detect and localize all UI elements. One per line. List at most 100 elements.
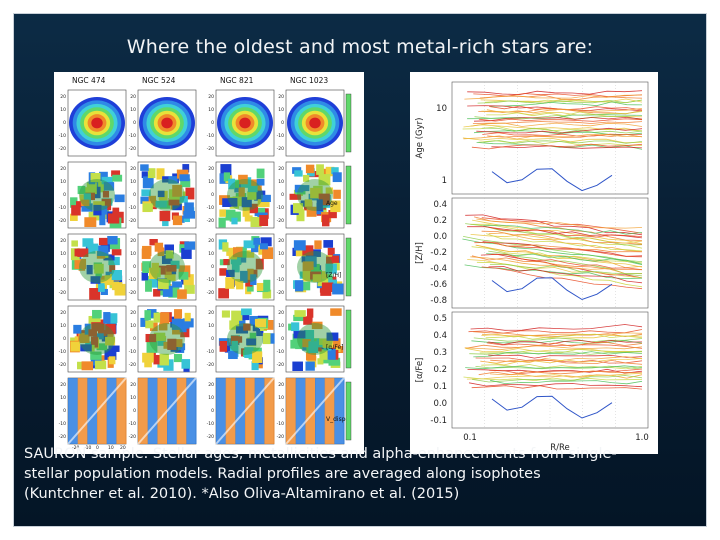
- map-y-tick-label: -20: [59, 218, 66, 224]
- map-y-tick-label: -10: [59, 277, 66, 283]
- profile-curve-young: [491, 395, 613, 419]
- map-y-tick-label: 20: [130, 166, 136, 172]
- map-panel: [285, 305, 345, 373]
- profile-curve: [477, 99, 643, 104]
- profile-panel: [451, 81, 649, 195]
- map-y-tick-label: 10: [208, 107, 214, 113]
- profile-y-tick-label: 0.5: [433, 314, 447, 324]
- profile-y-tick-label: -0.2: [430, 248, 447, 258]
- map-y-tick-label: 10: [60, 395, 66, 401]
- profile-curve: [464, 94, 643, 100]
- map-y-tick-label: -20: [277, 290, 284, 296]
- profile-curve: [471, 385, 643, 390]
- map-y-tick-label: -10: [207, 349, 214, 355]
- map-y-tick-label: 0: [63, 120, 66, 126]
- profile-curve: [486, 342, 643, 349]
- profile-curve: [467, 90, 643, 96]
- map-y-tick-label: -20: [277, 434, 284, 440]
- profile-y-tick-label: 0.0: [433, 399, 447, 409]
- map-y-tick-label: 10: [208, 179, 214, 185]
- map-y-tick-label: 10: [208, 395, 214, 401]
- map-y-tick-label: 10: [208, 323, 214, 329]
- map-y-tick-label: 0: [211, 408, 214, 414]
- colorbar: [345, 381, 352, 441]
- map-y-tick-label: 10: [60, 323, 66, 329]
- profile-curve: [490, 101, 643, 107]
- map-y-tick-label: 0: [63, 264, 66, 270]
- map-y-tick-label: 10: [278, 395, 284, 401]
- map-y-tick-label: 10: [278, 251, 284, 257]
- map-y-tick-label: 10: [130, 179, 136, 185]
- profile-curve: [481, 332, 643, 337]
- profile-curve: [486, 108, 643, 114]
- map-y-tick-label: -20: [129, 146, 136, 152]
- map-y-tick-label: 0: [281, 408, 284, 414]
- map-y-tick-label: 10: [278, 179, 284, 185]
- map-y-tick-label: 20: [278, 94, 284, 100]
- profile-curve: [470, 234, 643, 244]
- map-y-tick-label: -10: [207, 277, 214, 283]
- map-panel: [215, 377, 275, 445]
- profile-curve: [463, 134, 643, 140]
- profile-y-tick-label: -0.1: [430, 416, 447, 426]
- galaxy-name-label: NGC 1023: [290, 76, 328, 85]
- profile-y-tick-label: -0.6: [430, 280, 447, 290]
- map-y-tick-label: 20: [130, 310, 136, 316]
- galaxy-name-label: NGC 524: [142, 76, 176, 85]
- profile-y-axis-label: [Z/H]: [415, 242, 425, 264]
- colorbar: [345, 165, 352, 225]
- map-y-tick-label: -20: [277, 146, 284, 152]
- galaxy-maps-svg: NGC 474 NGC 524 NGC 821 NGC 1023 20 10 0 -10 -20…: [59, 76, 352, 451]
- map-panel: [137, 233, 197, 301]
- map-y-tick-label: -20: [129, 218, 136, 224]
- map-y-tick-label: 0: [63, 192, 66, 198]
- map-y-tick-label: 0: [133, 120, 136, 126]
- profile-curve: [463, 376, 643, 382]
- map-panel: [215, 161, 275, 229]
- profile-curve: [478, 118, 643, 122]
- map-row-label: Age: [326, 200, 338, 207]
- map-y-tick-label: 0: [133, 336, 136, 342]
- map-y-tick-label: -10: [129, 421, 136, 427]
- map-y-tick-label: -20: [277, 362, 284, 368]
- map-y-tick-label: 10: [278, 323, 284, 329]
- map-y-tick-label: 20: [208, 166, 214, 172]
- profile-curve: [471, 340, 643, 344]
- map-y-tick-label: -10: [277, 421, 284, 427]
- map-panel: [67, 305, 127, 373]
- profile-curve: [476, 244, 643, 268]
- profile-curve: [465, 365, 643, 370]
- profile-curve: [476, 127, 643, 134]
- profile-curve: [469, 351, 643, 355]
- profile-x-tick-label: 1.0: [635, 433, 649, 443]
- map-y-tick-label: 20: [130, 238, 136, 244]
- profile-curve: [468, 382, 643, 388]
- profile-y-tick-label: 1: [442, 176, 447, 186]
- map-x-tick-label: 0: [96, 445, 99, 451]
- profile-curve: [483, 140, 643, 144]
- map-y-tick-label: -20: [207, 362, 214, 368]
- map-y-tick-label: -10: [59, 133, 66, 139]
- map-y-tick-label: -20: [129, 290, 136, 296]
- profile-curve: [485, 333, 643, 340]
- map-x-tick-label: 10: [108, 445, 114, 451]
- colorbar: [345, 93, 352, 153]
- map-y-tick-label: 20: [60, 310, 66, 316]
- profile-y-tick-label: 0.2: [433, 216, 447, 226]
- profile-curve: [478, 370, 643, 376]
- map-y-tick-label: 10: [278, 107, 284, 113]
- profile-curve: [464, 345, 643, 351]
- map-y-tick-label: 20: [278, 166, 284, 172]
- profile-curve: [476, 261, 643, 288]
- profile-curve: [473, 337, 643, 343]
- profile-curve: [482, 241, 643, 257]
- profile-curve: [473, 116, 643, 122]
- map-y-tick-label: 0: [211, 264, 214, 270]
- profile-y-axis-label: [α/Fe]: [415, 358, 425, 383]
- map-y-tick-label: 20: [60, 94, 66, 100]
- profile-curve: [471, 143, 643, 150]
- slide: Where the oldest and most metal-rich sta…: [14, 14, 706, 526]
- map-x-tick-label: 20: [120, 445, 126, 451]
- map-y-tick-label: -10: [277, 349, 284, 355]
- profile-y-tick-label: -0.4: [430, 264, 447, 274]
